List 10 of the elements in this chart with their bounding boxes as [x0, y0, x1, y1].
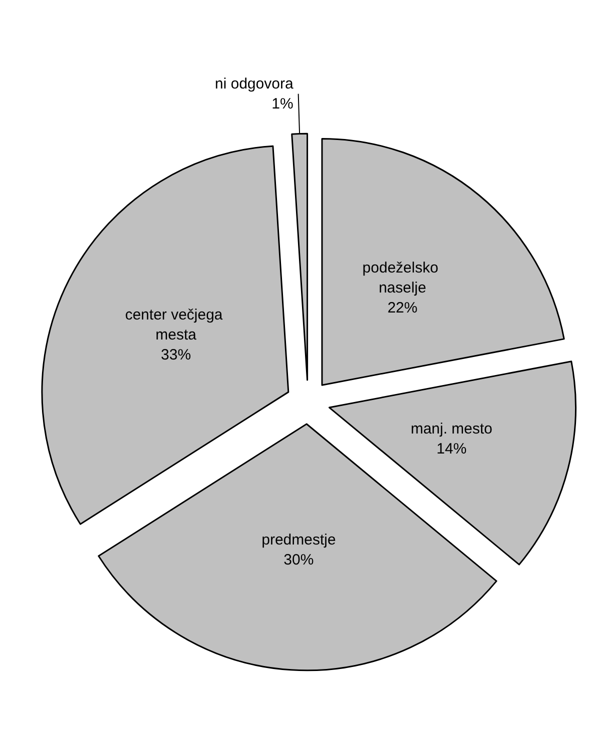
- slice-label: ni odgovora: [214, 75, 294, 92]
- data-label: 14%: [436, 440, 467, 458]
- slice-label: predmestje: [262, 531, 336, 548]
- data-label: 30%: [284, 551, 314, 568]
- data-label: 33%: [160, 346, 191, 364]
- slice-label: podeželsko naselje: [362, 259, 442, 296]
- data-label: 22%: [387, 299, 418, 316]
- slice-label: manj. mesto: [410, 420, 492, 438]
- slice-label: center večjega mesta: [125, 306, 227, 344]
- data-label: 1%: [272, 95, 294, 112]
